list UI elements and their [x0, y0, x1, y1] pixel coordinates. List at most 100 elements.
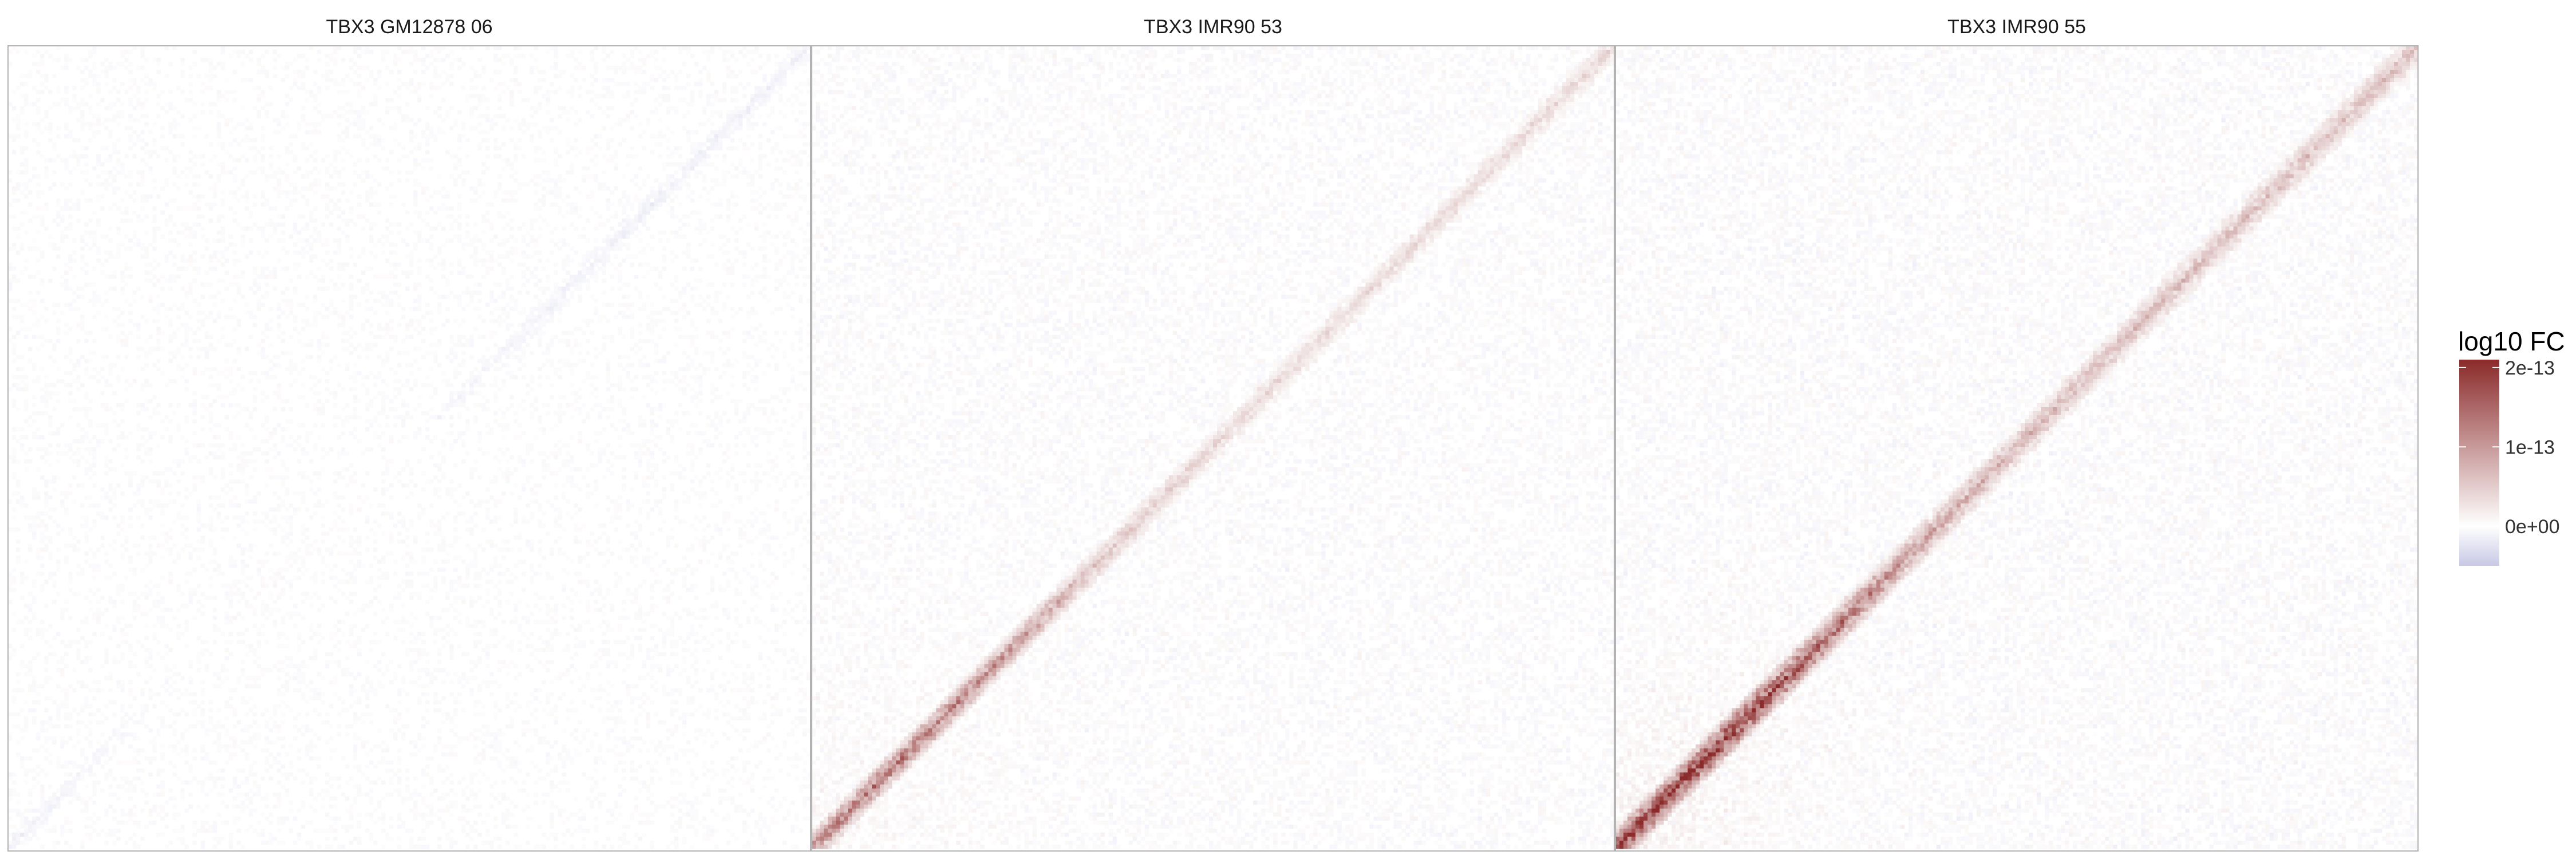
heatmap-cell [542, 218, 546, 222]
heatmap-cell [550, 186, 554, 190]
heatmap-cell [409, 82, 413, 86]
heatmap-cell [730, 70, 734, 74]
heatmap-cell [602, 154, 606, 158]
heatmap-cell [734, 106, 738, 110]
heatmap-cell [56, 126, 60, 130]
heatmap-cell [341, 106, 345, 110]
heatmap-cell [534, 110, 538, 114]
heatmap-cell [534, 146, 538, 150]
heatmap-cell [762, 74, 767, 78]
heatmap-cell [417, 98, 421, 102]
heatmap-cell [389, 222, 393, 226]
heatmap-cell [281, 114, 285, 118]
heatmap-cell [694, 154, 698, 158]
heatmap-cell [84, 162, 88, 166]
heatmap-cell [325, 86, 329, 90]
heatmap-cell [261, 202, 265, 206]
heatmap-cell [610, 50, 614, 54]
heatmap-cell [289, 134, 293, 138]
heatmap-cell [775, 74, 779, 78]
heatmap-cell [590, 58, 594, 62]
heatmap-cell [221, 190, 225, 194]
heatmap-cell [803, 70, 807, 74]
heatmap-cell [108, 226, 112, 230]
heatmap-cell [28, 202, 32, 206]
heatmap-cell [622, 190, 626, 194]
heatmap-cell [662, 58, 666, 62]
heatmap-cell [678, 86, 682, 90]
heatmap-cell [791, 54, 795, 58]
heatmap-cell [554, 182, 558, 186]
heatmap-cell [196, 214, 200, 218]
heatmap-cell [437, 190, 441, 194]
heatmap-cell [168, 106, 172, 110]
heatmap-cell [638, 58, 642, 62]
heatmap-cell [401, 118, 405, 122]
heatmap-cell [209, 174, 213, 178]
heatmap-cell [574, 110, 578, 114]
heatmap-cell [56, 154, 60, 158]
heatmap-cell [92, 78, 96, 82]
heatmap-cell [750, 158, 754, 162]
heatmap-cell [767, 58, 771, 62]
heatmap-cell [505, 210, 509, 214]
heatmap-cell [104, 82, 108, 86]
heatmap-cell [192, 162, 196, 166]
heatmap-cell [534, 106, 538, 110]
heatmap-cell [678, 46, 682, 50]
heatmap-cell [261, 66, 265, 70]
heatmap-cell [120, 114, 124, 118]
heatmap-cell [20, 210, 24, 214]
heatmap-cell [746, 222, 750, 226]
heatmap-cell [554, 194, 558, 198]
heatmap-cell [726, 170, 730, 174]
heatmap-cell [32, 214, 36, 218]
heatmap-cell [393, 54, 397, 58]
heatmap-cell [481, 94, 485, 98]
heatmap-cell [433, 70, 437, 74]
heatmap-cell [618, 202, 622, 206]
heatmap-cell [233, 166, 237, 170]
heatmap-cell [594, 154, 598, 158]
heatmap-cell [658, 134, 662, 138]
heatmap-cell [650, 194, 654, 198]
heatmap-cell [209, 186, 213, 190]
heatmap-cell [791, 110, 795, 114]
heatmap-cell [20, 182, 24, 186]
heatmap-cell [734, 122, 738, 126]
heatmap-cell [373, 154, 377, 158]
heatmap-cell [642, 210, 646, 214]
heatmap-cell [160, 106, 164, 110]
heatmap-cell [132, 210, 136, 214]
heatmap-cell [738, 50, 742, 54]
heatmap-cell [706, 74, 710, 78]
heatmap-cell [546, 102, 550, 106]
heatmap-cell [783, 158, 787, 162]
heatmap-cell [497, 106, 501, 110]
heatmap-cell [221, 202, 225, 206]
heatmap-cell [365, 190, 369, 194]
heatmap-cell [698, 82, 702, 86]
heatmap-cell [188, 206, 192, 210]
heatmap-cell [140, 218, 144, 222]
heatmap-cell [634, 194, 638, 198]
heatmap-cell [638, 214, 642, 218]
heatmap-cell [237, 142, 241, 146]
heatmap-cell [269, 206, 273, 210]
heatmap-cell [441, 82, 445, 86]
heatmap-cell [233, 178, 237, 182]
heatmap-cell [164, 158, 168, 162]
heatmap-cell [309, 218, 313, 222]
heatmap-cell [229, 170, 233, 174]
heatmap-cell [694, 82, 698, 86]
heatmap-cell [558, 174, 562, 178]
heatmap-cell [128, 182, 132, 186]
heatmap-cell [722, 154, 726, 158]
heatmap-cell [80, 102, 84, 106]
heatmap-cell [329, 210, 333, 214]
heatmap-cell [12, 46, 16, 50]
heatmap-cell [694, 62, 698, 66]
heatmap-cell [662, 194, 666, 198]
heatmap-cell [24, 166, 28, 170]
heatmap-cell [64, 62, 68, 66]
